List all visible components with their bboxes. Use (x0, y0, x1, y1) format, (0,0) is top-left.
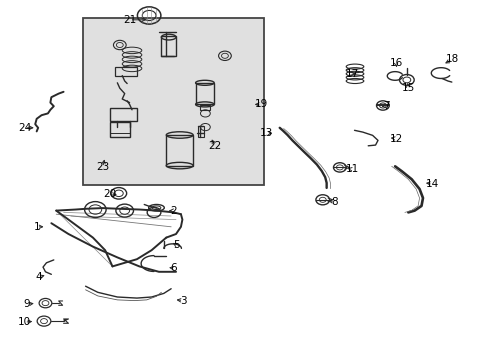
Bar (110, 108, 137, 121)
Bar (195, 83, 214, 104)
Bar (199, 105, 210, 110)
Bar (83, 18, 264, 185)
Text: 12: 12 (388, 134, 402, 144)
Text: 7: 7 (382, 101, 389, 111)
Bar (161, 36, 176, 56)
Text: 23: 23 (96, 162, 109, 172)
Bar (110, 122, 129, 137)
Text: 2: 2 (170, 206, 177, 216)
Text: 15: 15 (401, 83, 414, 93)
Text: 22: 22 (208, 141, 222, 151)
Text: 8: 8 (331, 197, 338, 207)
Text: 3: 3 (180, 296, 186, 306)
Text: 13: 13 (259, 128, 273, 138)
Text: 17: 17 (345, 69, 358, 79)
Text: 18: 18 (445, 54, 458, 64)
Text: 19: 19 (254, 99, 268, 109)
Bar (166, 135, 193, 166)
Text: 6: 6 (170, 263, 177, 273)
Text: 11: 11 (345, 164, 358, 174)
Text: 4: 4 (36, 272, 42, 282)
Text: 20: 20 (103, 189, 116, 199)
Text: 5: 5 (172, 240, 179, 250)
Bar (115, 67, 137, 76)
Text: 16: 16 (388, 58, 402, 68)
Text: 9: 9 (23, 299, 30, 309)
Bar (198, 126, 203, 137)
Text: 10: 10 (18, 317, 31, 327)
Text: 14: 14 (425, 179, 439, 189)
Text: 24: 24 (18, 123, 31, 133)
Text: 21: 21 (122, 15, 136, 25)
Text: 1: 1 (33, 222, 40, 232)
